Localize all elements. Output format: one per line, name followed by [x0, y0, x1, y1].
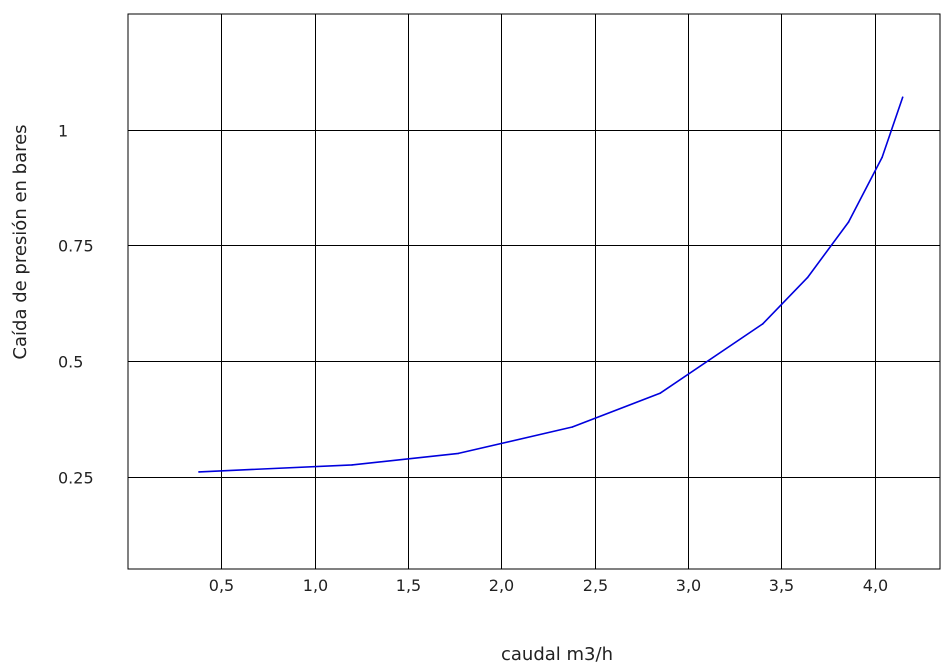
data-point: [847, 221, 850, 223]
series-layer: [198, 96, 904, 473]
x-tick-label: 0,5: [209, 576, 234, 595]
x-axis-label: caudal m3/h: [501, 644, 613, 664]
y-tick-label: 0.75: [58, 237, 94, 256]
x-tick-label: 2,5: [583, 576, 608, 595]
y-tick-label: 0.5: [58, 353, 83, 372]
x-tick-labels: 0,5 1,0 1,5 2,0 2,5 3,0 3,5 4,0: [209, 576, 888, 595]
x-tick-label: 3,5: [769, 576, 794, 595]
x-tick-label: 3,0: [676, 576, 701, 595]
plot-background: [128, 14, 940, 569]
data-point: [806, 276, 809, 279]
data-point: [659, 392, 661, 395]
data-point: [881, 156, 883, 159]
x-tick-label: 1,5: [396, 576, 421, 595]
data-point: [457, 452, 460, 455]
x-tick-label: 2,0: [489, 576, 514, 595]
horizontal-gridlines: [128, 130, 940, 478]
y-tick-labels: 0.25 0.5 0.75 1: [58, 122, 94, 488]
y-tick-label: 1: [58, 122, 68, 141]
x-tick-label: 4,0: [863, 576, 888, 595]
data-point: [351, 464, 353, 466]
x-tick-label: 1,0: [303, 576, 328, 595]
plot-frame: [127, 13, 941, 570]
data-point: [571, 426, 574, 428]
vertical-gridlines: [221, 14, 876, 569]
data-point: [761, 323, 764, 325]
y-tick-label: 0.25: [58, 469, 94, 488]
y-axis-label: Caída de presión en bares: [10, 124, 31, 359]
data-point: [901, 96, 904, 98]
data-point: [198, 471, 200, 473]
series-line: [198, 96, 904, 473]
